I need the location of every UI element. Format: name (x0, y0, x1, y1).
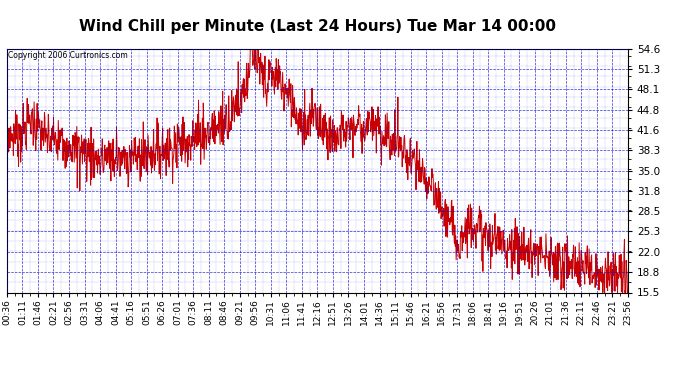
Text: Wind Chill per Minute (Last 24 Hours) Tue Mar 14 00:00: Wind Chill per Minute (Last 24 Hours) Tu… (79, 19, 556, 34)
Text: Copyright 2006 Curtronics.com: Copyright 2006 Curtronics.com (8, 51, 128, 60)
